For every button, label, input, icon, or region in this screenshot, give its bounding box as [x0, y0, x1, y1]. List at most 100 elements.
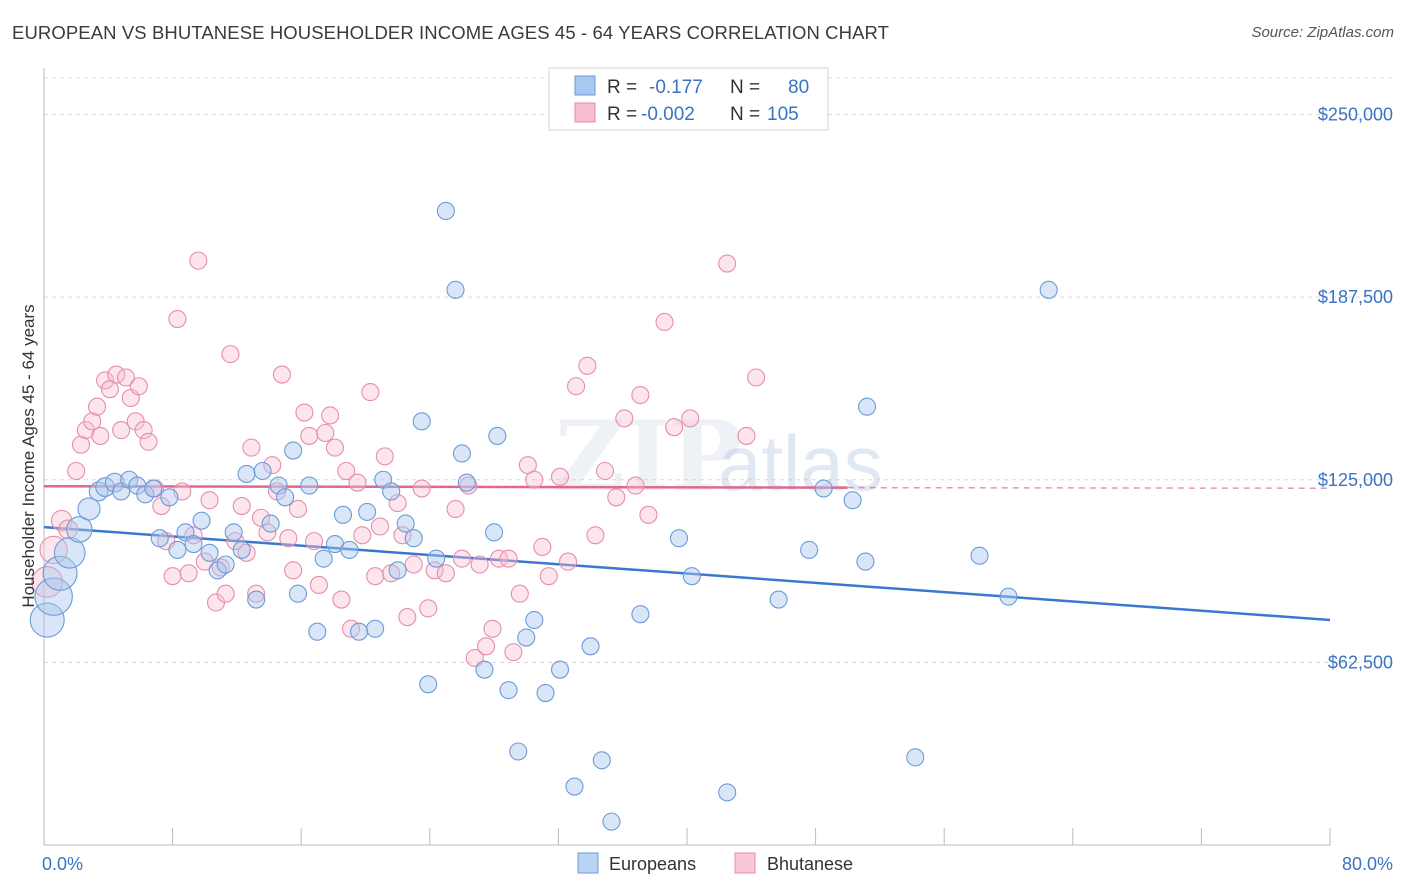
legend-box: R = -0.177 N = 80 R = -0.002 N = 105 [548, 67, 829, 131]
point-europeans [314, 549, 333, 568]
point-europeans [682, 567, 701, 586]
trendline-bhutanese [43, 484, 848, 489]
y-axis-label: Householder Income Ages 45 - 64 years [19, 304, 38, 607]
point-bhutanese [237, 543, 256, 562]
point-europeans [592, 751, 611, 770]
point-bhutanese [681, 409, 700, 428]
legend-swatch-bhutanese [574, 102, 596, 123]
point-bhutanese [83, 412, 102, 431]
point-bhutanese [539, 567, 558, 586]
legend-n-label-1: N = [730, 77, 760, 98]
point-bhutanese [504, 643, 523, 662]
bottom-legend: Europeans Bhutanese [577, 852, 853, 874]
point-europeans [488, 426, 507, 445]
point-bhutanese [305, 532, 324, 551]
y-tick-label: $62,500 [1328, 652, 1393, 672]
point-bhutanese [139, 432, 158, 451]
point-europeans [446, 280, 465, 299]
watermark-zip: ZIP [555, 400, 742, 513]
point-bhutanese [510, 584, 529, 603]
point-bhutanese [595, 461, 615, 481]
point-bhutanese [375, 447, 394, 466]
point-europeans [485, 523, 504, 542]
point-europeans [104, 472, 125, 493]
point-europeans [276, 488, 295, 507]
point-bhutanese [499, 549, 518, 568]
point-europeans [184, 534, 203, 554]
point-europeans [42, 555, 78, 591]
point-bhutanese [91, 426, 110, 445]
point-bhutanese [607, 488, 626, 507]
point-bhutanese [436, 564, 455, 583]
point-bhutanese [489, 549, 508, 568]
point-europeans [237, 464, 256, 483]
point-bhutanese [393, 526, 412, 545]
point-bhutanese [655, 312, 674, 332]
point-europeans [253, 461, 272, 481]
point-europeans [669, 529, 689, 548]
point-bhutanese [216, 584, 235, 603]
point-europeans [769, 590, 788, 609]
point-bhutanese [465, 648, 484, 668]
point-bhutanese [279, 529, 298, 548]
point-bhutanese [284, 561, 303, 580]
point-europeans [144, 479, 163, 498]
point-bhutanese [558, 552, 578, 571]
point-bhutanese [639, 505, 658, 524]
point-europeans [427, 549, 446, 568]
bottom-legend-swatch-bhutanese [734, 852, 756, 874]
point-europeans [168, 540, 187, 559]
point-europeans [457, 473, 476, 492]
point-europeans [216, 555, 235, 574]
point-bhutanese [419, 599, 438, 618]
point-bhutanese [615, 409, 634, 428]
bottom-legend-europeans: Europeans [609, 854, 696, 874]
bottom-legend-bhutanese: Bhutanese [767, 854, 853, 874]
point-bhutanese [232, 497, 251, 516]
x-tick-label-max: 80.0% [1342, 854, 1393, 874]
point-bhutanese [353, 526, 372, 545]
point-bhutanese [163, 567, 182, 586]
point-bhutanese [221, 345, 240, 364]
point-europeans [581, 637, 600, 656]
point-bhutanese [718, 254, 737, 273]
point-europeans [247, 590, 266, 609]
point-europeans [550, 660, 570, 679]
point-bhutanese [370, 517, 390, 536]
point-bhutanese [134, 421, 153, 440]
point-bhutanese [272, 365, 291, 384]
point-europeans [150, 529, 169, 548]
point-bhutanese [67, 461, 86, 481]
point-europeans [404, 529, 423, 548]
point-europeans [906, 748, 925, 767]
legend-r-value-2: -0.002 [641, 104, 695, 125]
point-europeans [602, 812, 621, 831]
point-bhutanese [737, 426, 756, 445]
point-bhutanese [586, 526, 605, 545]
point-bhutanese [189, 251, 208, 270]
point-europeans [340, 540, 359, 559]
point-bhutanese [459, 476, 478, 495]
point-europeans [412, 412, 431, 431]
point-bhutanese [348, 473, 367, 492]
point-europeans [333, 505, 353, 524]
point-europeans [536, 684, 555, 703]
point-europeans [436, 201, 455, 220]
point-europeans [419, 675, 438, 694]
point-bhutanese [665, 418, 684, 437]
point-europeans [509, 742, 528, 761]
point-europeans [160, 488, 179, 507]
chart-title: EUROPEAN VS BHUTANESE HOUSEHOLDER INCOME… [12, 22, 890, 43]
point-bhutanese [337, 461, 356, 481]
point-bhutanese [525, 470, 544, 489]
tick-labels: $62,500 $125,000 $187,500 $250,000 0.0% 80.0% [42, 105, 1393, 874]
point-bhutanese [452, 549, 472, 568]
point-europeans [350, 622, 369, 641]
point-europeans [300, 476, 319, 495]
point-bhutanese [211, 558, 230, 577]
point-europeans [388, 561, 407, 580]
point-bhutanese [747, 368, 766, 387]
point-bhutanese [179, 564, 198, 583]
point-europeans [34, 577, 73, 616]
legend-n-value-1: 80 [788, 77, 809, 98]
